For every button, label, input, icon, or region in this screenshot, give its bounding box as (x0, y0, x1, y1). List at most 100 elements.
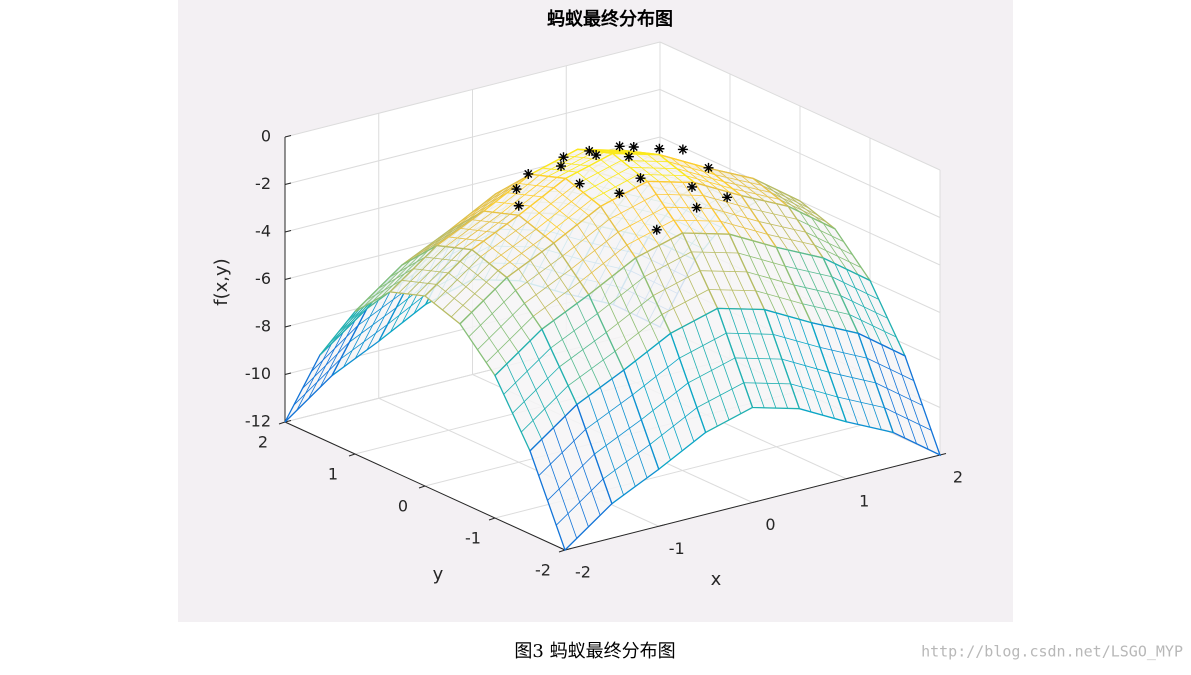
y-tick-label: 1 (328, 465, 338, 484)
z-tick-label: -8 (255, 317, 271, 336)
mesh-line (559, 332, 607, 368)
mesh-line (828, 371, 876, 384)
ant-marker (556, 161, 566, 172)
z-tick-label: -12 (245, 412, 271, 431)
mesh-line (875, 382, 923, 406)
mesh-line (866, 357, 914, 382)
x-axis-line (564, 454, 941, 551)
mesh-line (617, 206, 666, 233)
mesh-line (770, 192, 818, 216)
mesh-line (425, 256, 461, 262)
mesh-line (302, 341, 350, 389)
mesh-line (466, 183, 514, 222)
ant-points (511, 141, 733, 235)
mesh-line (647, 154, 683, 183)
surface-mesh (284, 148, 942, 552)
mesh-line (550, 313, 598, 349)
x-tick-label: 2 (953, 468, 963, 487)
mesh-line (518, 183, 554, 189)
mesh-line (319, 319, 356, 388)
z-tick-label: -10 (245, 364, 271, 383)
x-tick-label: -1 (669, 539, 685, 558)
mesh-line (349, 307, 397, 343)
mesh-line (477, 303, 525, 350)
ant-marker (687, 181, 697, 192)
mesh-line (445, 211, 493, 247)
x-tick-label: 1 (859, 491, 869, 510)
mesh-line (691, 251, 739, 254)
grid-line (284, 41, 661, 138)
mesh-line (840, 295, 888, 319)
y-tick (488, 517, 496, 521)
mesh-line (729, 192, 765, 245)
mesh-line (714, 174, 762, 186)
mesh-line (793, 284, 841, 297)
z-tick-label: 0 (261, 127, 271, 146)
mesh-line (796, 218, 844, 243)
mesh-line (699, 270, 747, 273)
mesh-line (635, 187, 672, 240)
grid-line (284, 89, 661, 185)
mesh-line (723, 181, 771, 193)
ant-marker (513, 200, 524, 211)
mesh-line (524, 268, 572, 304)
mesh-line (419, 220, 467, 256)
y-tick-label: 2 (258, 433, 268, 452)
y-tick (348, 453, 356, 457)
z-tick (284, 135, 292, 138)
z-tick (284, 230, 292, 233)
mesh-line (457, 188, 505, 227)
mesh-line (652, 270, 701, 296)
ant-marker (651, 224, 662, 235)
ant-marker (558, 152, 569, 163)
mesh-line (454, 212, 502, 248)
x-tick-label: -2 (575, 563, 591, 582)
figure-caption: 图3 蚂蚁最终分布图 (514, 641, 675, 662)
mesh-line (676, 168, 724, 183)
mesh-line (788, 195, 824, 224)
mesh-line (538, 429, 586, 476)
mesh-line (407, 247, 455, 295)
y-axis-label: y (433, 564, 444, 585)
mesh-line (656, 193, 704, 196)
mesh-line (711, 207, 759, 222)
mesh-line (527, 185, 575, 223)
ant-marker (623, 151, 634, 162)
mesh-line (811, 255, 847, 331)
ant-marker (703, 162, 714, 173)
mesh-line (553, 187, 590, 216)
mesh-line (857, 274, 894, 351)
ant-marker (574, 178, 585, 189)
grid-line (659, 41, 941, 171)
mesh-line (597, 276, 645, 314)
mesh-line (644, 251, 692, 278)
mesh-line (501, 176, 549, 214)
mesh-line (562, 218, 610, 257)
mesh-line (547, 151, 596, 177)
z-tick (284, 372, 292, 375)
mesh-line (389, 256, 426, 278)
z-tick-label: -6 (255, 269, 271, 288)
mesh-line (588, 215, 625, 268)
mesh-line (658, 342, 695, 442)
mesh-line (571, 231, 619, 270)
ant-marker (584, 145, 595, 156)
y-tick (278, 421, 286, 425)
y-tick-label: -1 (465, 529, 481, 548)
watermark: http://blog.csdn.net/LSGO_MYP (921, 643, 1183, 661)
mesh-line (512, 366, 560, 414)
y-axis-line (284, 421, 566, 551)
mesh-line (436, 219, 473, 240)
mesh-line (541, 251, 578, 304)
mesh-line (629, 167, 677, 170)
mesh-line (585, 394, 633, 430)
mesh-line (340, 324, 388, 360)
y-tick (558, 549, 566, 553)
mesh-line (764, 243, 800, 320)
ant-marker (691, 202, 702, 213)
mesh-line (726, 332, 774, 335)
z-tick (284, 182, 292, 185)
mesh-line (363, 259, 411, 307)
mesh-line (398, 246, 446, 294)
